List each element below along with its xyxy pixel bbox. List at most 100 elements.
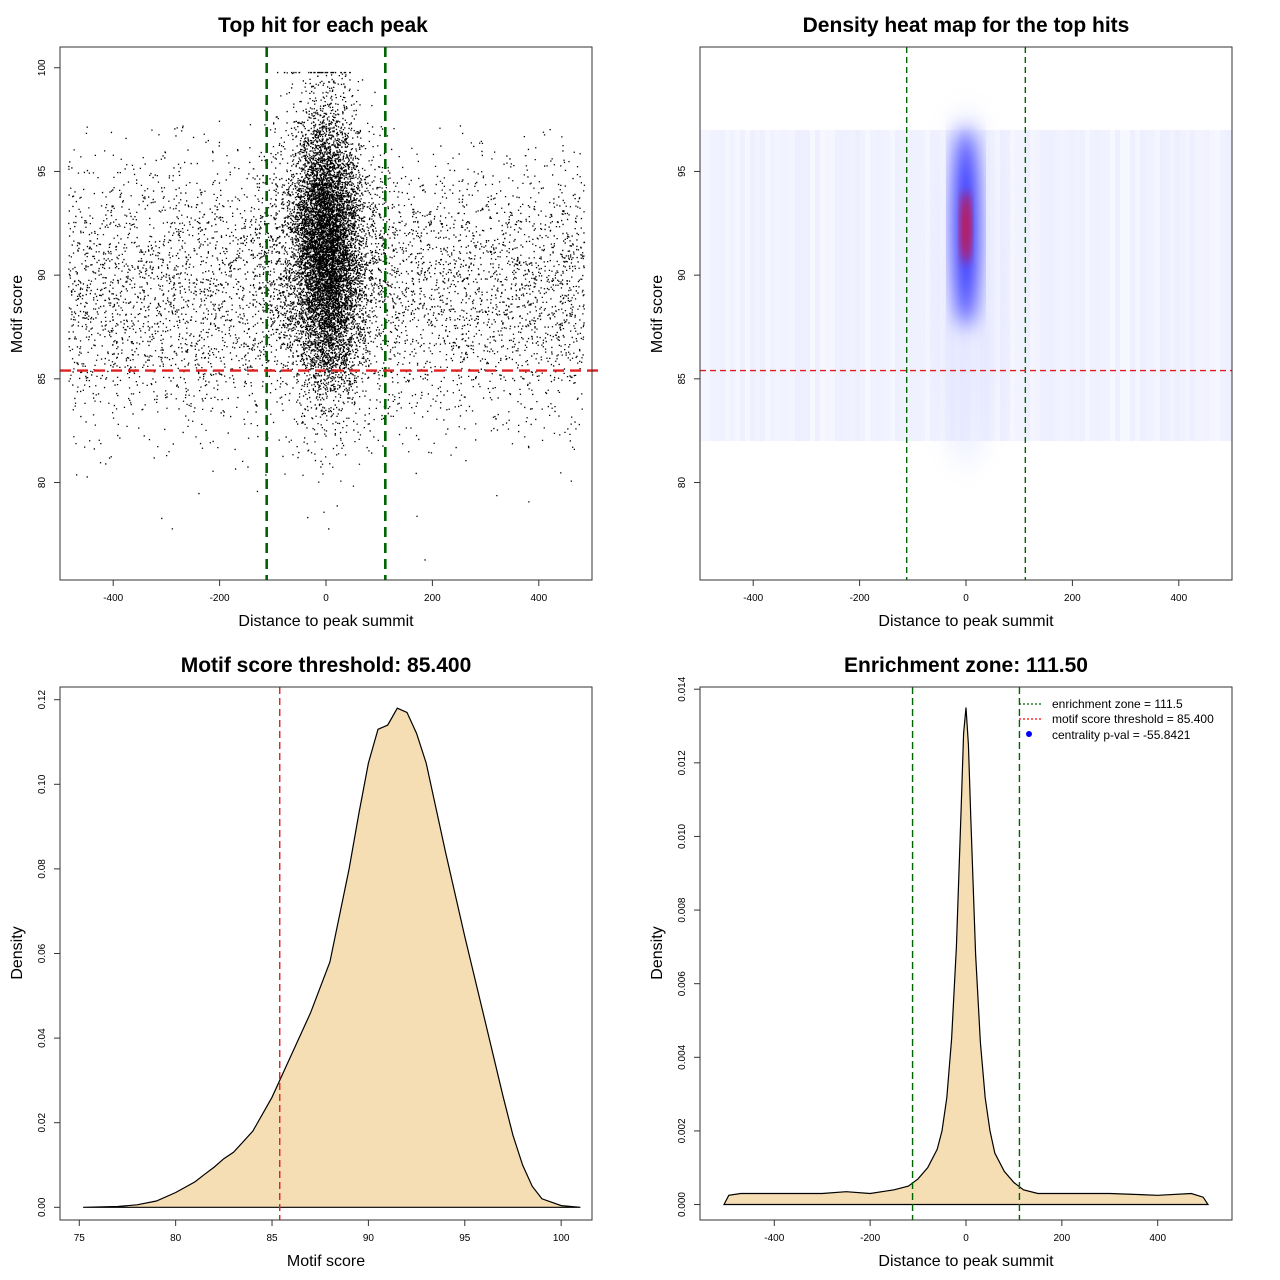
heatmap-cell — [1115, 129, 1120, 442]
heatmap-cell — [1230, 129, 1232, 442]
y-tick-label: 95 — [677, 165, 688, 177]
plot-frame — [59, 46, 593, 581]
x-ticks: -400 -200 0 200 400 — [103, 580, 548, 604]
y-tick-label: 0.008 — [677, 897, 688, 922]
y-tick-label: 80 — [677, 477, 688, 489]
heatmap-cell — [815, 129, 820, 442]
heatmap-cell — [825, 129, 830, 442]
y-tick-label: 0.06 — [37, 943, 48, 963]
heatmap-cell — [845, 129, 850, 442]
heatmap-cell — [820, 129, 825, 442]
heatmap-cell — [1155, 129, 1160, 442]
y-axis-label: Motif score — [9, 275, 26, 353]
heatmap-cell — [805, 129, 810, 442]
heatmap-cell — [725, 129, 730, 442]
x-tick-label: 0 — [963, 593, 969, 604]
heatmap-cell — [740, 129, 745, 442]
heatmap-cell — [855, 129, 860, 442]
density-area — [723, 707, 1210, 1206]
heatmap-cell — [770, 129, 775, 442]
heatmap-cell — [795, 129, 800, 442]
reference-lines — [700, 47, 1232, 580]
heatmap-cell — [1050, 129, 1055, 442]
x-tick-label: -200 — [860, 1233, 880, 1244]
x-tick-label: 75 — [74, 1233, 86, 1244]
scatter-panel: Top hit for each peak -400 -200 0 200 400 80… — [9, 14, 598, 630]
heatmap-cell — [750, 129, 755, 442]
chart-title: Enrichment zone: 111.50 — [844, 654, 1088, 677]
y-tick-label: 0.004 — [677, 1044, 688, 1069]
heatmap-cell — [1075, 129, 1080, 442]
heatmap-cell — [915, 129, 920, 442]
heatmap-cell — [1090, 129, 1095, 442]
heatmap-cell — [1200, 129, 1205, 442]
heatmap-cell — [1015, 129, 1020, 442]
heatmap-cell — [1035, 129, 1040, 442]
heatmap-cell — [800, 129, 805, 442]
heatmap-cell — [1060, 129, 1065, 442]
y-tick-label: 85 — [677, 373, 688, 385]
heatmap-cell — [1030, 129, 1035, 442]
chart-title: Motif score threshold: 85.400 — [181, 654, 472, 677]
y-tick-label: 90 — [677, 269, 688, 281]
heatmap-cell — [1220, 129, 1225, 442]
reference-lines — [60, 47, 598, 580]
x-tick-label: 200 — [1054, 1233, 1071, 1244]
heatmap-cell — [1190, 129, 1195, 442]
heatmap-cell — [1020, 129, 1025, 442]
chart-title: Density heat map for the top hits — [803, 14, 1130, 37]
x-axis-label: Distance to peak summit — [238, 613, 414, 630]
heatmap-cell — [850, 129, 855, 442]
heatmap-cell — [1005, 129, 1010, 442]
heatmap-cell — [875, 129, 880, 442]
heatmap-cell — [885, 129, 890, 442]
heatmap-cell — [1000, 129, 1005, 442]
y-tick-label: 0.006 — [677, 971, 688, 996]
x-tick-label: -400 — [764, 1233, 784, 1244]
plot-frame — [59, 686, 593, 1221]
chart-title: Top hit for each peak — [218, 14, 428, 37]
heatmap-cell — [705, 129, 710, 442]
x-ticks: -400 -200 0 200 400 — [764, 1220, 1166, 1244]
heatmap-cell — [710, 129, 715, 442]
x-tick-label: 90 — [363, 1233, 375, 1244]
scatter-points — [68, 71, 586, 561]
legend-label-enrichment-zone: enrichment zone = 111.5 — [1052, 697, 1183, 711]
y-tick-label: 85 — [37, 373, 48, 385]
heatmap-cell — [745, 129, 750, 442]
heatmap-cell — [920, 129, 925, 442]
y-tick-label: 0.12 — [37, 690, 48, 710]
heatmap-cell — [1120, 129, 1125, 442]
y-ticks: 0.00 0.02 0.04 0.06 0.08 0.10 0.12 — [37, 690, 60, 1217]
heatmap-cell — [780, 129, 785, 442]
y-tick-label: 0.014 — [677, 676, 688, 701]
heatmap-density — [700, 47, 1232, 580]
x-tick-label: 100 — [553, 1233, 570, 1244]
heatmap-cell — [910, 129, 915, 442]
heatmap-cell — [840, 129, 845, 442]
heatmap-cell — [860, 129, 865, 442]
x-tick-label: 80 — [170, 1233, 182, 1244]
heatmap-cell — [700, 129, 705, 442]
heatmap-cell — [925, 129, 930, 442]
legend-label-threshold: motif score threshold = 85.400 — [1052, 712, 1214, 726]
heatmap-core-red — [962, 191, 970, 264]
heatmap-cell — [990, 129, 995, 442]
heatmap-cell — [1170, 129, 1175, 442]
x-tick-label: 85 — [266, 1233, 278, 1244]
x-tick-label: 200 — [1064, 593, 1081, 604]
heatmap-cell — [865, 129, 870, 442]
x-tick-label: 400 — [1149, 1233, 1166, 1244]
y-tick-label: 0.02 — [37, 1113, 48, 1133]
y-tick-label: 0.012 — [677, 750, 688, 775]
y-tick-label: 0.04 — [37, 1028, 48, 1048]
heatmap-panel: Density heat map for the top hits -400 -2… — [649, 14, 1233, 630]
heatmap-cell — [1175, 129, 1180, 442]
y-tick-label: 90 — [37, 269, 48, 281]
heatmap-cell — [1085, 129, 1090, 442]
x-tick-label: -200 — [850, 593, 870, 604]
heatmap-cell — [930, 129, 935, 442]
x-tick-label: 400 — [530, 593, 547, 604]
score-density-panel: Motif score threshold: 85.400 75 80 85 90 95… — [9, 654, 593, 1270]
y-tick-label: 0.010 — [677, 823, 688, 848]
